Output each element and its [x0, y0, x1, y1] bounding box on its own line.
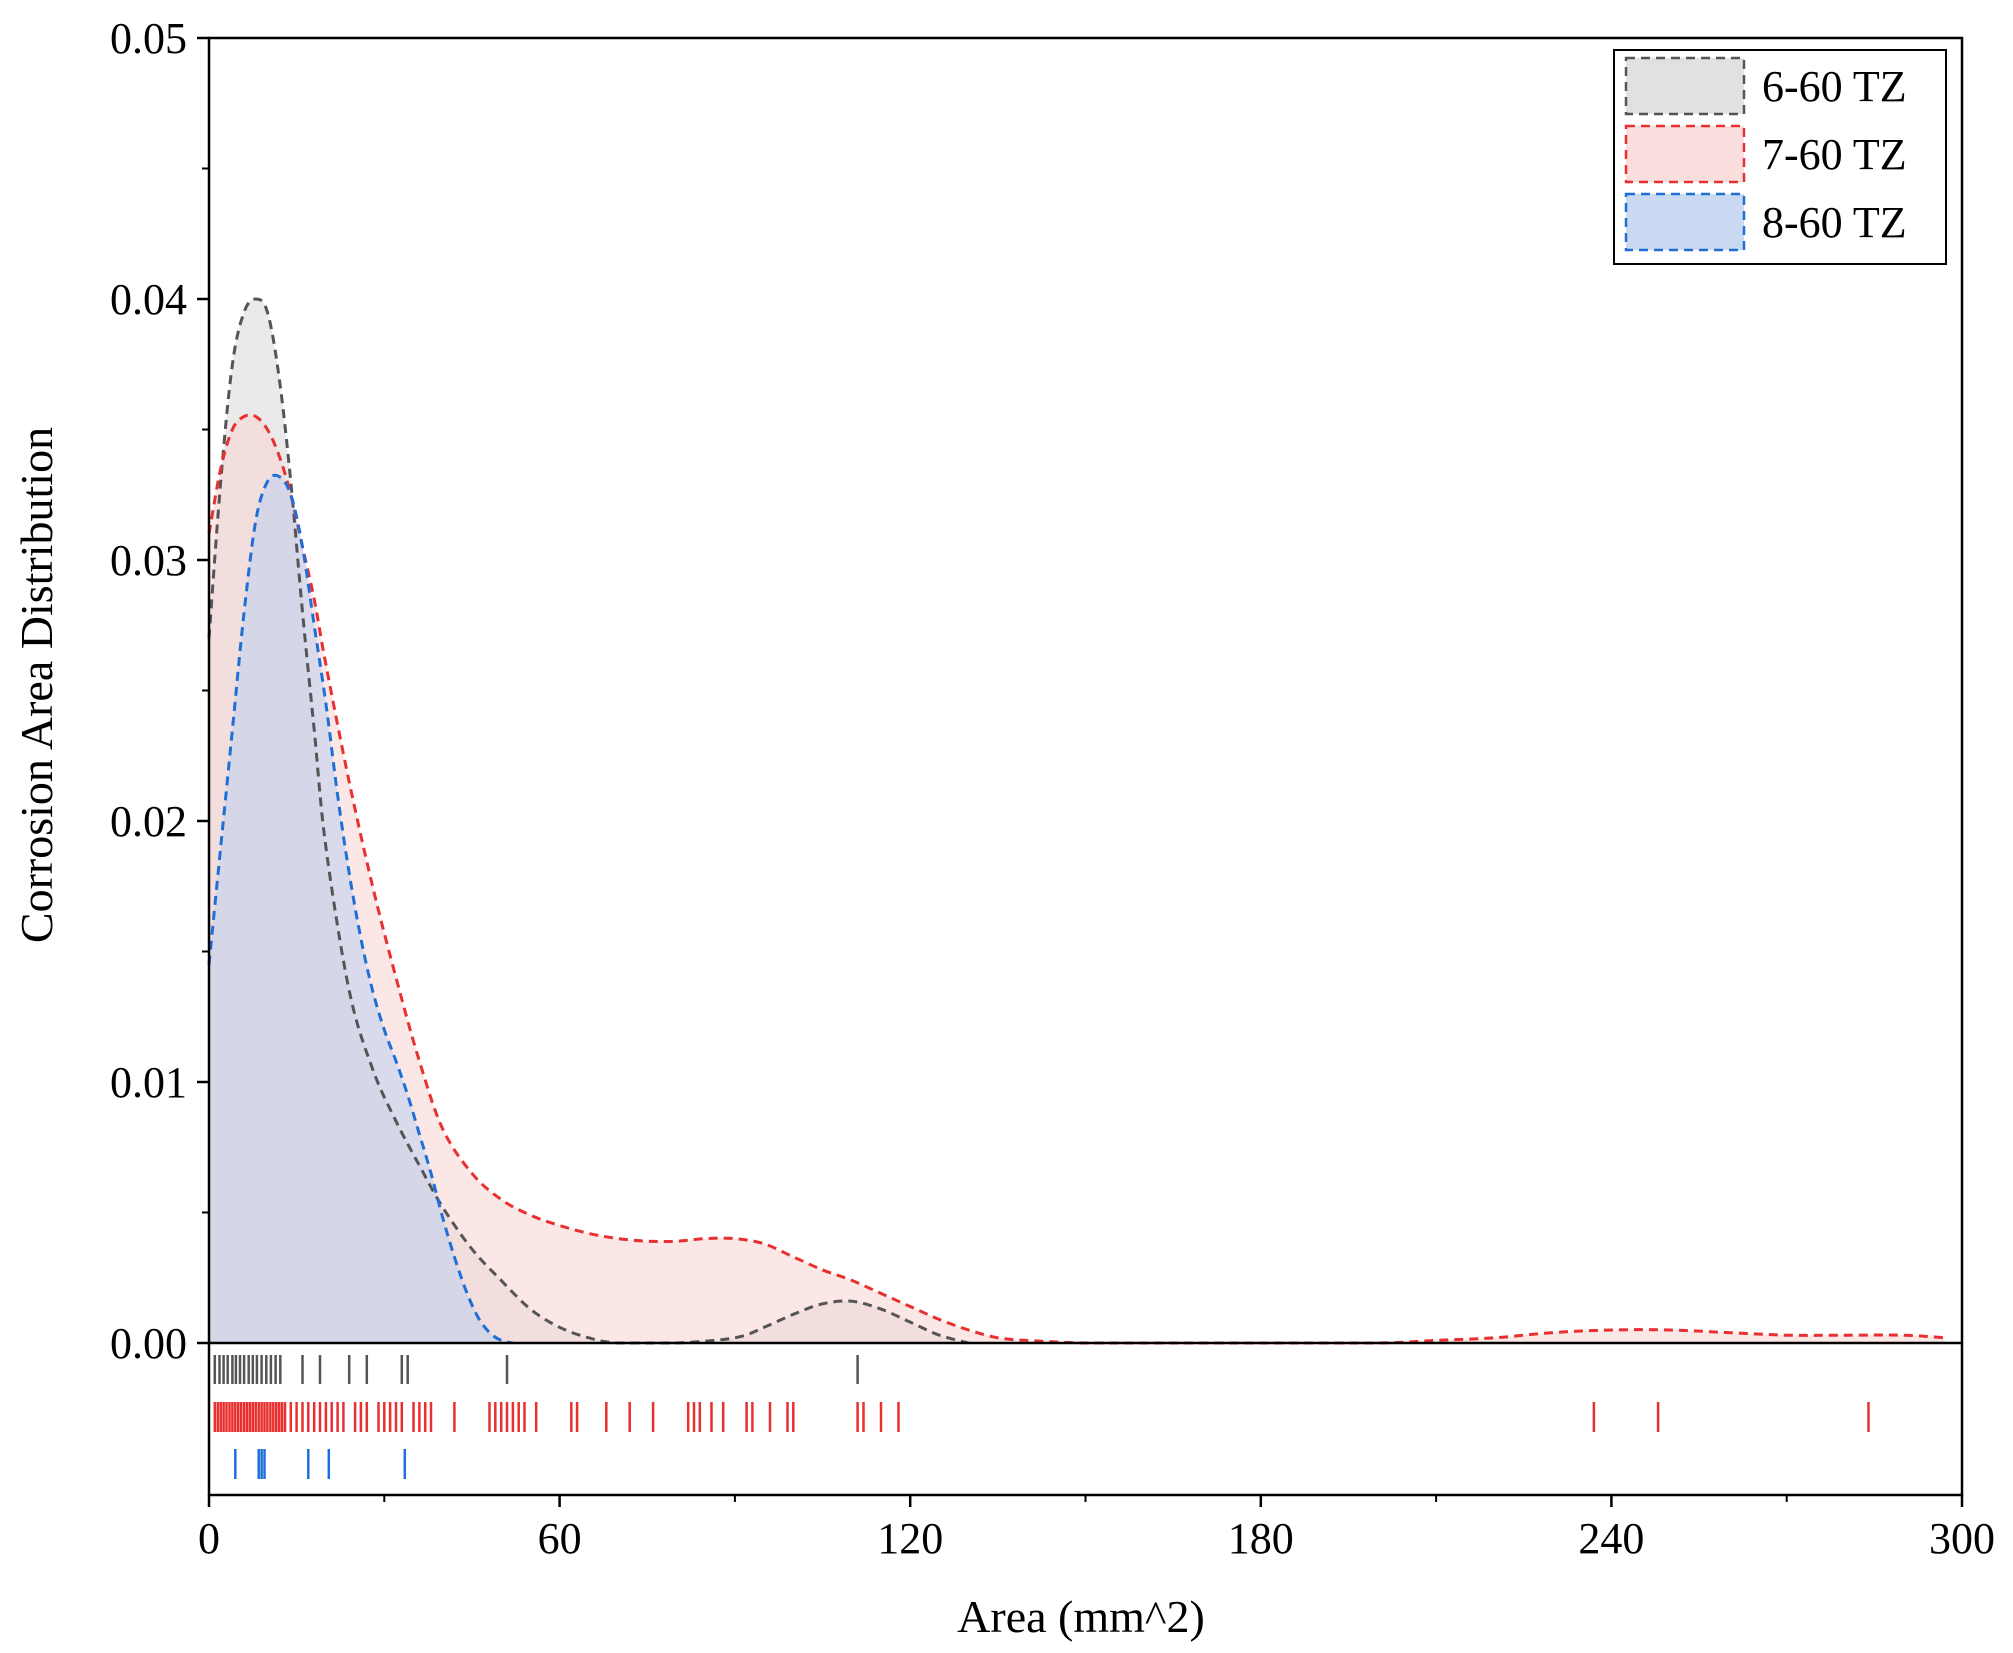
y-tick-label: 0.01 — [110, 1058, 187, 1107]
series-fill-3 — [209, 475, 513, 1344]
legend-label: 7-60 TZ — [1762, 130, 1907, 179]
legend-swatch — [1624, 192, 1746, 252]
legend: 6-60 TZ 7-60 TZ 8-60 TZ — [1613, 49, 1947, 265]
rug-row-1 — [213, 1355, 859, 1384]
series-lines — [207, 297, 1945, 1345]
x-tick-label: 0 — [198, 1514, 220, 1563]
y-tick-label: 0.04 — [110, 275, 187, 324]
x-tick-label: 300 — [1929, 1514, 1995, 1563]
y-tick-label: 0.03 — [110, 536, 187, 585]
x-tick-label: 120 — [877, 1514, 943, 1563]
legend-label: 8-60 TZ — [1762, 198, 1907, 247]
series-fill-2 — [209, 414, 1945, 1343]
y-tick-label: 0.00 — [110, 1319, 187, 1368]
rug-row-3 — [234, 1449, 407, 1479]
legend-swatch — [1624, 56, 1746, 116]
rug-row-2 — [213, 1402, 1870, 1432]
x-tick-label: 180 — [1228, 1514, 1294, 1563]
y-tick-label: 0.05 — [110, 14, 187, 63]
y-tick-label: 0.02 — [110, 797, 187, 846]
rug-plot — [213, 1355, 1870, 1479]
series-line-3 — [207, 473, 514, 1345]
legend-swatch — [1624, 124, 1746, 184]
x-axis-label: Area (mm^2) — [957, 1591, 1205, 1642]
series-fills — [209, 299, 1945, 1344]
x-tick-label: 60 — [538, 1514, 582, 1563]
y-axis-label: Corrosion Area Distribution — [11, 427, 62, 943]
series-line-1 — [207, 297, 969, 1345]
legend-label: 6-60 TZ — [1762, 62, 1907, 111]
x-tick-label: 240 — [1578, 1514, 1644, 1563]
axes: 0.00 0.01 0.02 0.03 0.04 0.05 0 60 120 180 240 300 — [110, 14, 1995, 1563]
